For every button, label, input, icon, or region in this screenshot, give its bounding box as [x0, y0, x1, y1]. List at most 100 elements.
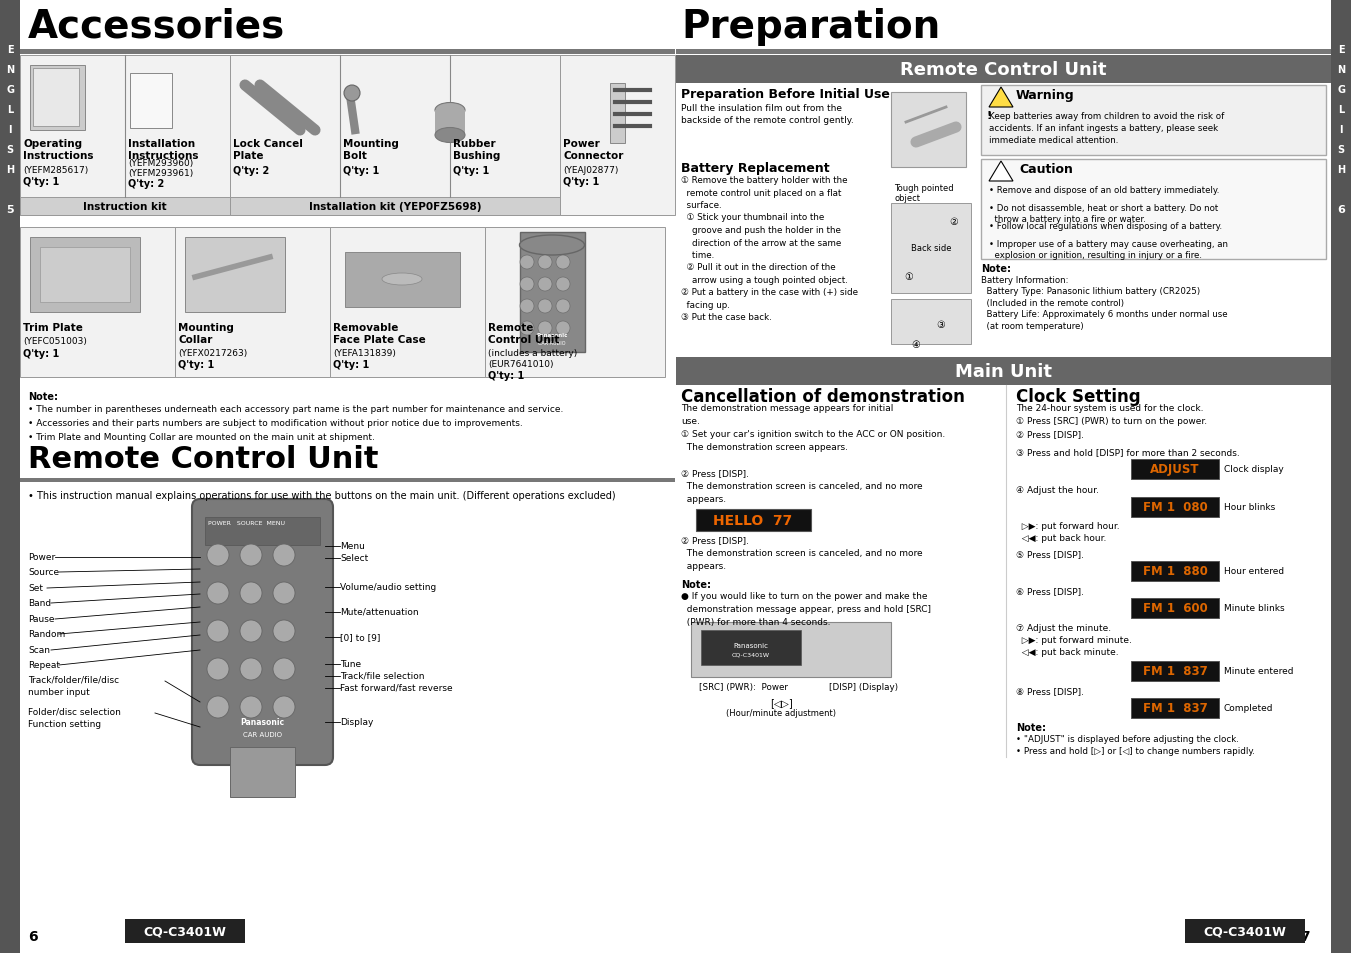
Text: Minute blinks: Minute blinks: [1224, 604, 1285, 613]
Text: time.: time.: [681, 251, 715, 260]
Text: • Follow local regulations when disposing of a battery.: • Follow local regulations when disposin…: [989, 222, 1223, 231]
Text: CQ-C3401W: CQ-C3401W: [732, 652, 770, 658]
Circle shape: [207, 659, 230, 680]
Text: N: N: [1337, 65, 1346, 75]
Text: FM 1  837: FM 1 837: [1143, 701, 1208, 715]
Text: ② Press [DISP].: ② Press [DISP].: [681, 536, 748, 544]
Text: Pause: Pause: [28, 615, 54, 623]
Text: Select: Select: [340, 554, 369, 562]
Ellipse shape: [382, 274, 422, 286]
Text: [0] to [9]: [0] to [9]: [340, 633, 381, 641]
Circle shape: [538, 277, 553, 292]
Bar: [892, 299, 971, 345]
Text: Mute/attenuation: Mute/attenuation: [340, 607, 419, 617]
Text: Note:: Note:: [981, 264, 1011, 274]
Text: object: object: [894, 193, 920, 203]
Circle shape: [520, 277, 534, 292]
Text: appears.: appears.: [681, 495, 725, 503]
Bar: [676, 56, 1331, 84]
Text: ②: ②: [950, 216, 958, 227]
Text: Track/folder/file/disc: Track/folder/file/disc: [28, 676, 119, 684]
Text: ③ Press and hold [DISP] for more than 2 seconds.: ③ Press and hold [DISP] for more than 2 …: [1016, 448, 1240, 456]
Bar: [32, 69, 78, 127]
Text: (YEFM293960): (YEFM293960): [128, 159, 193, 168]
Text: Remote Control Unit: Remote Control Unit: [900, 61, 1106, 79]
Text: G: G: [1337, 85, 1346, 95]
Text: FM 1  080: FM 1 080: [1143, 501, 1208, 514]
Text: The demonstration screen is canceled, and no more: The demonstration screen is canceled, an…: [681, 548, 923, 558]
Bar: [126, 919, 245, 943]
Circle shape: [207, 697, 230, 719]
Text: Q'ty: 1: Q'ty: 1: [332, 359, 369, 370]
Bar: [230, 747, 295, 797]
Text: • The number in parentheses underneath each accessory part name is the part numb: • The number in parentheses underneath e…: [28, 405, 563, 414]
Text: ① Stick your thumbnail into the: ① Stick your thumbnail into the: [681, 213, 824, 222]
Text: Q'ty: 2: Q'ty: 2: [232, 166, 269, 175]
Text: Battery Replacement: Battery Replacement: [681, 162, 830, 174]
Text: CQ-C3401W: CQ-C3401W: [143, 924, 227, 938]
Circle shape: [273, 659, 295, 680]
Bar: [892, 204, 971, 294]
Text: (YEAJ02877): (YEAJ02877): [563, 166, 619, 174]
Text: Preparation: Preparation: [681, 8, 940, 46]
Circle shape: [240, 659, 262, 680]
Text: ⑥ Press [DISP].: ⑥ Press [DISP].: [1016, 586, 1084, 596]
Text: Operating
Instructions: Operating Instructions: [23, 139, 93, 161]
Bar: [1131, 699, 1219, 719]
Circle shape: [538, 322, 553, 335]
Bar: [30, 237, 141, 313]
Text: Power: Power: [28, 553, 55, 561]
Text: Minute entered: Minute entered: [1224, 667, 1293, 676]
Bar: [690, 622, 892, 678]
Ellipse shape: [435, 103, 465, 118]
Text: remote control unit placed on a flat: remote control unit placed on a flat: [681, 189, 842, 197]
Text: [◁▷]: [◁▷]: [770, 698, 793, 707]
Text: ② Put a battery in the case with (+) side: ② Put a battery in the case with (+) sid…: [681, 288, 858, 297]
Text: !: !: [986, 111, 992, 121]
Text: surface.: surface.: [681, 201, 721, 210]
Text: Q'ty: 1: Q'ty: 1: [488, 371, 524, 380]
Text: Fast forward/fast reverse: Fast forward/fast reverse: [340, 683, 453, 692]
Text: demonstration message appear, press and hold [SRC]: demonstration message appear, press and …: [681, 604, 931, 614]
Text: ② Press [DISP].: ② Press [DISP].: [1016, 430, 1084, 438]
Bar: [701, 630, 801, 665]
Circle shape: [520, 255, 534, 270]
Bar: [676, 357, 1331, 386]
Text: The demonstration screen is canceled, and no more: The demonstration screen is canceled, an…: [681, 481, 923, 491]
Text: Q'ty: 1: Q'ty: 1: [563, 177, 600, 187]
Text: Note:: Note:: [1016, 722, 1046, 732]
Bar: [20, 228, 176, 377]
Text: The demonstration message appears for initial: The demonstration message appears for in…: [681, 403, 893, 413]
Text: ③ Put the case back.: ③ Put the case back.: [681, 314, 771, 322]
Circle shape: [273, 582, 295, 604]
Text: facing up.: facing up.: [681, 301, 730, 310]
Bar: [330, 228, 485, 377]
Circle shape: [273, 697, 295, 719]
Text: [DISP] (Display): [DISP] (Display): [830, 682, 898, 691]
Text: The 24-hour system is used for the clock.: The 24-hour system is used for the clock…: [1016, 403, 1204, 413]
Text: POWER   SOURCE  MENU: POWER SOURCE MENU: [208, 520, 285, 525]
Ellipse shape: [520, 235, 585, 255]
Text: Panasonic: Panasonic: [734, 642, 769, 648]
Text: Preparation Before Initial Use: Preparation Before Initial Use: [681, 88, 890, 101]
Text: Lock Cancel
Plate: Lock Cancel Plate: [232, 139, 303, 161]
Text: I: I: [8, 125, 12, 135]
Text: Caution: Caution: [1019, 163, 1073, 175]
Bar: [696, 510, 811, 532]
Text: Installation kit (YEP0FZ5698): Installation kit (YEP0FZ5698): [309, 202, 481, 212]
Text: E: E: [7, 45, 14, 55]
Bar: [185, 237, 285, 313]
Text: Scan: Scan: [28, 645, 50, 655]
Text: Function setting: Function setting: [28, 720, 101, 728]
Text: N: N: [5, 65, 14, 75]
Text: Repeat: Repeat: [28, 660, 59, 669]
Text: Power
Connector: Power Connector: [563, 139, 623, 161]
Text: I: I: [1339, 125, 1343, 135]
Text: Q'ty: 1: Q'ty: 1: [23, 349, 59, 358]
Text: Hour blinks: Hour blinks: [1224, 503, 1275, 512]
Text: L: L: [7, 105, 14, 115]
Text: • Trim Plate and Mounting Collar are mounted on the main unit at shipment.: • Trim Plate and Mounting Collar are mou…: [28, 433, 374, 441]
Circle shape: [240, 582, 262, 604]
Bar: [892, 92, 966, 168]
Text: Mounting
Collar: Mounting Collar: [178, 323, 234, 345]
